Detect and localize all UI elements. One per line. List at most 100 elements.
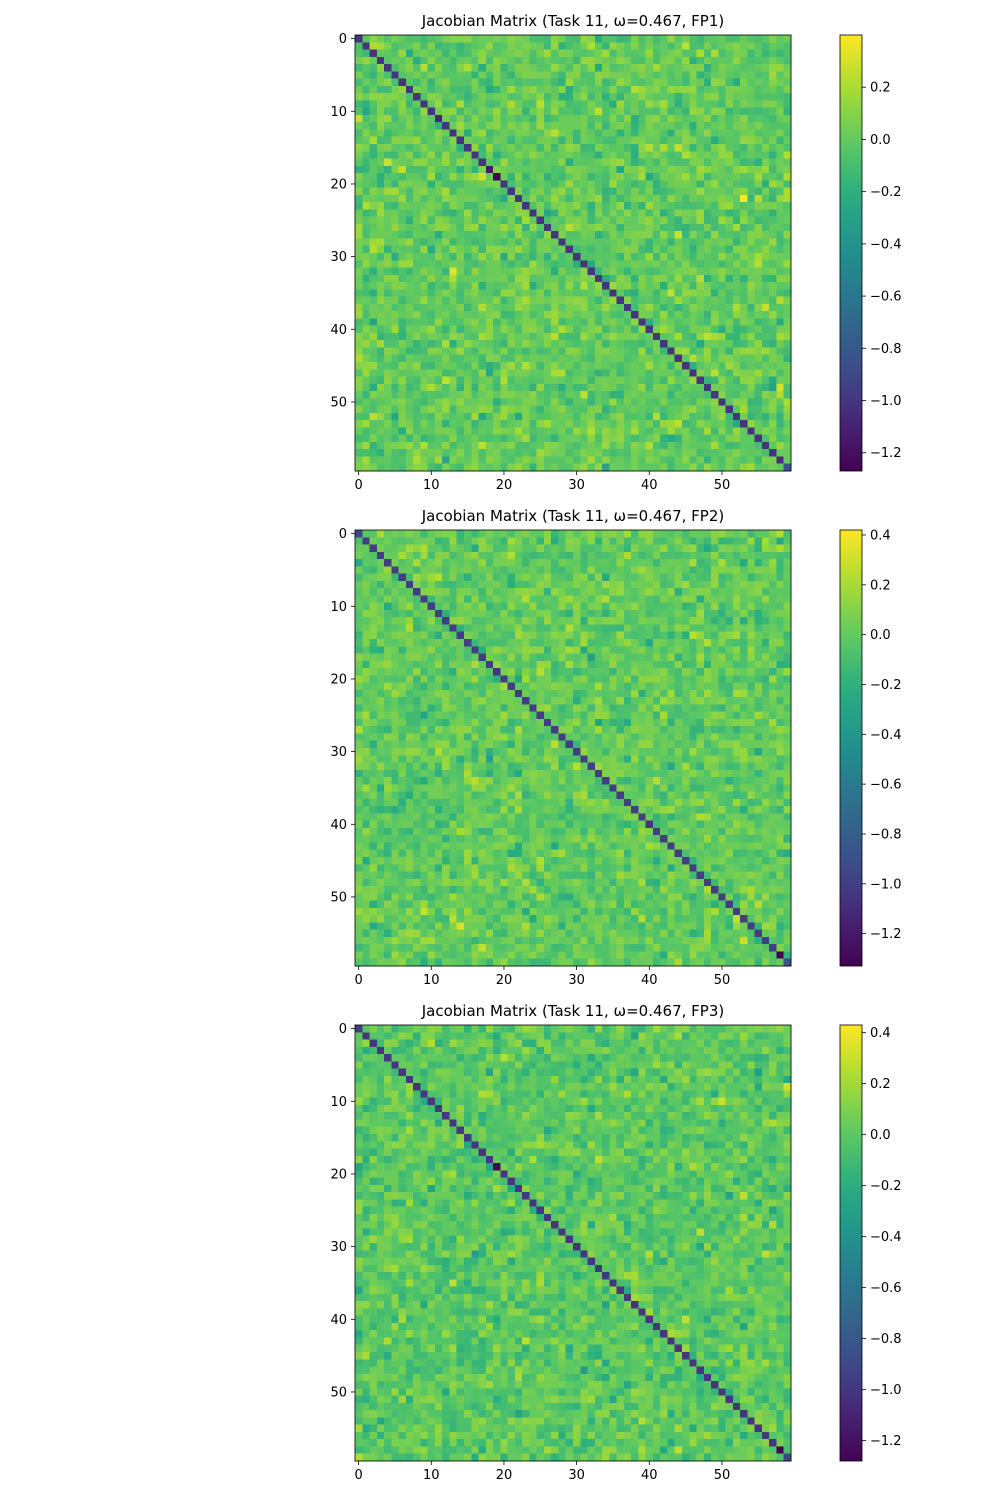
heatmap-cell [493,617,501,625]
heatmap-cell [420,398,428,406]
heatmap-cell [740,675,748,683]
heatmap-cell [761,383,770,392]
heatmap-cell [464,35,472,43]
heatmap-cell [529,136,537,145]
heatmap-cell [732,231,741,239]
heatmap-cell [478,216,487,225]
heatmap-cell [434,689,443,698]
heatmap-cell [405,325,414,334]
heatmap-cell [362,689,370,698]
heatmap-cell [529,216,537,225]
heatmap-cell [609,617,617,625]
heatmap-cell [761,580,770,589]
heatmap-cell [536,391,545,399]
heatmap-cell [398,49,407,58]
heatmap-cell [551,602,559,611]
heatmap-cell [732,56,741,65]
heatmap-cell [769,231,777,239]
heatmap-cell [587,427,596,435]
heatmap-cell [689,194,697,203]
heatmap-cell [652,646,661,654]
heatmap-cell [391,35,399,43]
heatmap-cell [493,441,501,450]
heatmap-cell [703,660,712,669]
heatmap-cell [609,216,617,225]
heatmap-cell [638,427,646,435]
heatmap-cell [667,537,676,545]
heatmap-cell [427,354,436,363]
heatmap-cell [711,646,719,654]
heatmap-cell [631,544,639,553]
heatmap-cell [682,573,690,582]
heatmap-cell [405,71,414,79]
heatmap-cell [587,544,596,553]
heatmap-cell [645,158,654,167]
heatmap-cell [638,537,646,545]
heatmap-cell [398,609,407,618]
heatmap-cell [689,602,697,611]
heatmap-cell [609,325,617,334]
heatmap-cell [602,398,610,406]
heatmap-cell [689,173,697,181]
heatmap-cell [602,369,610,377]
heatmap-cell [420,64,428,72]
heatmap-cell [652,398,661,406]
heatmap-cell [529,85,537,94]
heatmap-cell [776,71,785,79]
heatmap-cell [769,347,777,356]
heatmap-cell [434,544,443,553]
heatmap-cell [485,340,494,348]
heatmap-cell [493,238,501,247]
heatmap-cell [551,544,559,553]
heatmap-cell [652,267,661,276]
heatmap-cell [543,253,552,261]
heatmap-cell [776,129,785,138]
heatmap-cell [558,369,567,377]
heatmap-cell [420,223,428,232]
heatmap-cell [718,434,726,443]
heatmap-cell [783,303,792,312]
heatmap-cell [464,617,472,625]
heatmap-cell [602,441,610,450]
heatmap-cell [602,660,610,669]
heatmap-cell [493,35,501,43]
heatmap-cell [391,668,399,676]
heatmap-cell [434,624,443,633]
heatmap-cell [420,122,428,130]
heatmap-cell [442,398,450,406]
heatmap-cell [674,369,683,377]
heatmap-cell [776,639,785,647]
heatmap-cell [522,602,530,611]
heatmap-cell [362,617,370,625]
heatmap-cell [420,129,428,138]
heatmap-cell [631,318,639,326]
heatmap-cell [355,238,363,247]
heatmap-cell [485,100,494,108]
heatmap-cell [420,595,428,603]
heatmap-cell [776,122,785,130]
heatmap-cell [660,180,668,188]
heatmap-cell [594,165,603,174]
heatmap-cell [602,202,610,210]
heatmap-cell [442,42,450,50]
heatmap-cell [761,376,770,385]
heatmap-cell [551,559,559,567]
heatmap-cell [725,631,734,640]
heatmap-cell [376,107,385,116]
heatmap-cell [594,209,603,217]
heatmap-cell [391,144,399,152]
heatmap-cell [689,412,697,421]
heatmap-cell [355,340,363,348]
heatmap-cell [616,202,625,210]
heatmap-cell [543,122,552,130]
heatmap-cell [725,318,734,326]
heatmap-cell [362,114,370,123]
heatmap-cell [456,551,465,560]
heatmap-cell [776,136,785,145]
heatmap-cell [543,340,552,348]
heatmap-cell [543,354,552,363]
heatmap-cell [376,347,385,356]
heatmap-cell [703,456,712,465]
heatmap-cell [464,675,472,683]
heatmap-cell [456,441,465,450]
